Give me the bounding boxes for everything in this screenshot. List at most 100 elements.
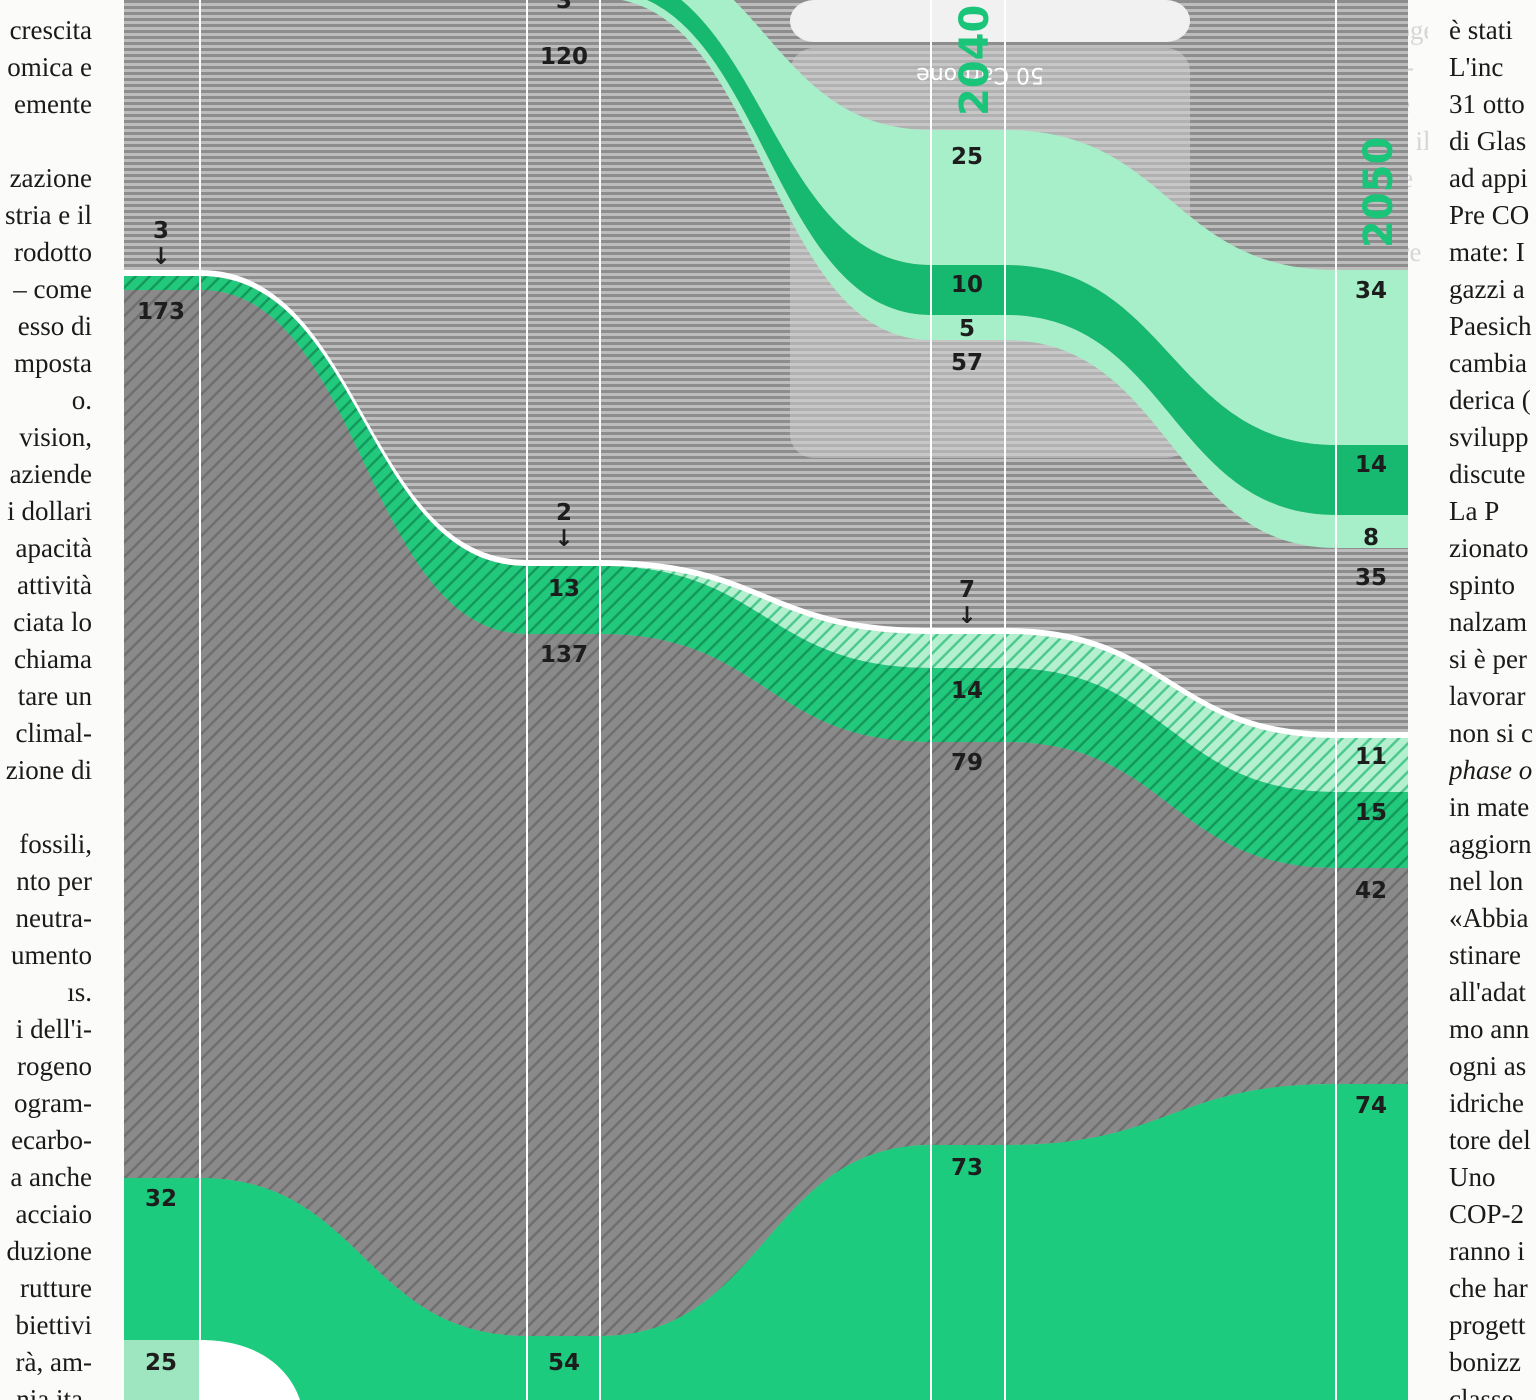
data-label: 79 (951, 750, 983, 776)
left-text-line: climal- (15, 718, 92, 748)
right-text-line: spinto (1449, 570, 1516, 600)
band-hatched-light-green (124, 276, 1408, 792)
right-text-line: Paesich (1449, 311, 1532, 341)
data-label: 11 (1355, 744, 1387, 770)
right-text-line: che har (1449, 1273, 1528, 1303)
legend-box (790, 0, 1190, 42)
right-text-line: classe (1449, 1384, 1514, 1400)
right-text-line: Pre CO (1449, 200, 1530, 230)
data-label: 13 (548, 576, 580, 602)
right-text-line: derica ( (1449, 385, 1531, 415)
right-text-line: è stati (1449, 15, 1513, 45)
left-text-line: ogram- (14, 1088, 92, 1118)
right-text-line: La P (1449, 496, 1500, 526)
left-text-line: acciaio (15, 1199, 92, 1229)
data-label: 54 (548, 1350, 580, 1376)
left-text-line: a anche (10, 1162, 92, 1192)
left-text-line: vision, (19, 422, 92, 452)
right-text-line: ogni as (1449, 1051, 1527, 1081)
left-text-line: apacità (15, 533, 92, 563)
data-label: 32 (145, 1186, 177, 1212)
right-text-line: di Glas (1449, 126, 1527, 156)
right-text-line: lavorar (1449, 681, 1526, 711)
left-text-line: o. (71, 385, 92, 415)
data-label: 74 (1355, 1093, 1387, 1119)
data-label: 25 (145, 1350, 177, 1376)
left-text-line: neutra- (15, 903, 92, 933)
left-text-line: duzione (6, 1236, 92, 1266)
left-text-column: crescita omica e emente zazione stria e il ro… (0, 0, 92, 1400)
left-text-line: stria e il (5, 200, 92, 230)
data-label: 3 (153, 218, 169, 244)
data-label: 14 (951, 678, 983, 704)
right-text-line: Uno (1449, 1162, 1496, 1192)
band-light-green-bottom (124, 1340, 200, 1400)
right-text-line: non si c (1449, 718, 1533, 748)
data-label: 8 (1363, 525, 1379, 551)
data-label: 2 (556, 500, 572, 526)
left-text-line: ecarbo- (11, 1125, 92, 1155)
right-text-line: idriche (1449, 1088, 1524, 1118)
right-text-line: progett (1449, 1310, 1526, 1340)
right-text-line: discute (1449, 459, 1526, 489)
left-text-line: tare un (17, 681, 92, 711)
left-text-line: emente (14, 89, 92, 119)
band-hatched-gray (124, 290, 1408, 1336)
down-arrow-icon: ↓ (554, 526, 573, 552)
data-label: 7 (959, 577, 975, 603)
right-text-line: si è per (1449, 644, 1527, 674)
year-label-2050: 2050 (1356, 137, 1402, 248)
right-text-line: all'adat (1449, 977, 1526, 1007)
data-label: 15 (1355, 800, 1387, 826)
left-text-line: rogeno (17, 1051, 92, 1081)
left-text-line: aziende (9, 459, 92, 489)
right-text-line: in mate (1449, 792, 1530, 822)
data-label: 3 (556, 0, 572, 14)
right-text-line: nalzam (1449, 607, 1527, 637)
data-label: 120 (540, 44, 588, 70)
right-text-line: mate: I (1449, 237, 1525, 267)
left-text-line: umento (11, 940, 92, 970)
right-text-line: «Abbia (1449, 903, 1529, 933)
left-text-line: omica e (7, 52, 92, 82)
left-text-line: chiama (14, 644, 92, 674)
band-green-bottom (124, 1084, 1408, 1400)
left-text-line: attività (17, 570, 92, 600)
data-label: 173 (137, 299, 185, 325)
right-text-line: bonizz (1449, 1347, 1521, 1377)
band-renewable-light (681, 0, 1408, 445)
right-text-line: gazzi a (1449, 274, 1525, 304)
left-text-line: zione di (5, 755, 92, 785)
left-text-line: rodotto (14, 237, 92, 267)
data-label: 25 (951, 144, 983, 170)
right-text-line: ranno i (1449, 1236, 1525, 1266)
left-text-line: mposta (14, 348, 92, 378)
band-notch (200, 1340, 300, 1400)
left-text-line: ciata lo (13, 607, 92, 637)
left-text-line: ıs. (67, 977, 92, 1007)
right-text-line: cambia (1449, 348, 1527, 378)
right-text-line: tore del (1449, 1125, 1531, 1155)
band-hatched-green (124, 276, 1408, 868)
right-text-line: 31 otto (1449, 89, 1525, 119)
data-label: 14 (1355, 452, 1387, 478)
legend-carbone-label: 50 Carbone (916, 62, 1044, 87)
left-text-line: – come (13, 274, 92, 304)
left-text-line: i dell'i- (15, 1014, 92, 1044)
right-text-column: è stati L'inc 31 otto di Glas ad appi Pre CO m… (1449, 0, 1536, 1400)
left-text-line: biettivi (15, 1310, 93, 1340)
left-text-line: rà, am- (15, 1347, 92, 1377)
left-text-line: i dollari (7, 496, 92, 526)
data-label: 34 (1355, 278, 1387, 304)
data-label: 57 (951, 350, 983, 376)
left-text-line: nia ita- (16, 1384, 92, 1400)
data-label: 42 (1355, 878, 1387, 904)
right-text-line: zionato (1449, 533, 1529, 563)
data-label: 137 (540, 642, 588, 668)
right-text-line: mo ann (1449, 1014, 1530, 1044)
year-label-2040: 2040 (952, 5, 998, 116)
left-text-line: nto per (16, 866, 92, 896)
left-text-line: zazione (9, 163, 92, 193)
data-label: 10 (951, 272, 983, 298)
right-text-line: svilupp (1449, 422, 1529, 452)
